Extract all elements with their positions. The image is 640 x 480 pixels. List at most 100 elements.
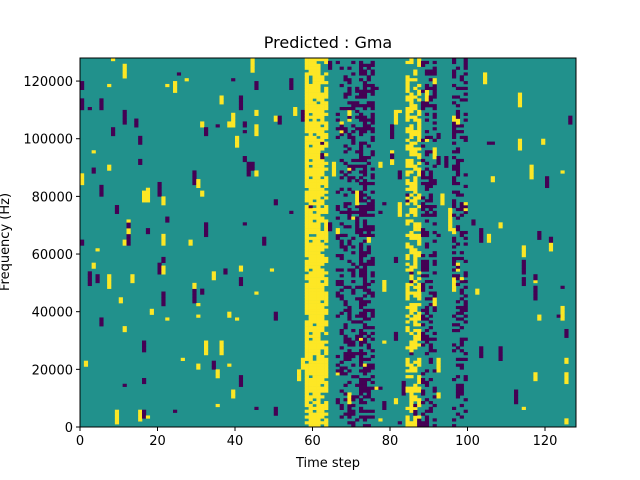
heatmap-cell	[238, 375, 244, 379]
heatmap-cell	[304, 300, 309, 304]
heatmap-cell	[405, 305, 410, 310]
heatmap-cell	[91, 170, 96, 174]
heatmap-cell	[409, 352, 414, 356]
heatmap-cell	[312, 63, 317, 67]
heatmap-cell	[320, 190, 325, 194]
heatmap-cell	[308, 346, 313, 350]
heatmap-cell	[424, 60, 430, 65]
heatmap-cell	[316, 164, 321, 168]
heatmap-cell	[560, 314, 565, 318]
heatmap-cell	[362, 401, 368, 405]
heatmap-cell	[417, 236, 422, 240]
heatmap-cell	[424, 184, 430, 189]
heatmap-cell	[432, 60, 437, 65]
heatmap-cell	[289, 83, 294, 88]
heatmap-cell	[308, 92, 313, 96]
heatmap-cell	[452, 418, 457, 422]
heatmap-cell	[91, 262, 96, 266]
heatmap-cell	[424, 245, 430, 249]
heatmap-cell	[308, 421, 313, 425]
heatmap-cell	[312, 262, 317, 266]
heatmap-cell	[316, 288, 321, 292]
heatmap-cell	[343, 354, 348, 359]
heatmap-cell	[405, 86, 410, 91]
heatmap-cell	[107, 285, 112, 289]
heatmap-cell	[413, 328, 418, 333]
heatmap-cell	[351, 190, 356, 194]
heatmap-cell	[448, 213, 453, 217]
heatmap-cell	[339, 282, 344, 287]
heatmap-cell	[312, 271, 317, 275]
heatmap-cell	[355, 104, 360, 108]
heatmap-cell	[359, 259, 364, 263]
heatmap-cell	[417, 118, 422, 122]
heatmap-cell	[533, 294, 538, 298]
heatmap-cell	[312, 127, 317, 131]
heatmap-cell	[362, 156, 368, 160]
heatmap-cell	[351, 245, 356, 249]
heatmap-cell	[366, 386, 371, 390]
heatmap-cell	[161, 199, 166, 203]
heatmap-cell	[126, 233, 131, 238]
heatmap-cell	[359, 409, 364, 413]
heatmap-cell	[304, 377, 309, 382]
heatmap-cell	[316, 89, 321, 93]
heatmap-cell	[366, 392, 371, 396]
heatmap-cell	[351, 135, 356, 140]
heatmap-cell	[238, 104, 244, 108]
heatmap-cell	[370, 86, 375, 91]
heatmap-cell	[428, 72, 433, 76]
heatmap-cell	[347, 317, 352, 321]
heatmap-cell	[320, 173, 325, 177]
heatmap-cell	[254, 83, 259, 88]
heatmap-cell	[421, 213, 426, 217]
heatmap-cell	[91, 150, 96, 154]
heatmap-cell	[196, 314, 201, 318]
heatmap-cell	[304, 320, 309, 324]
heatmap-cell	[246, 164, 251, 168]
heatmap-cell	[211, 360, 216, 364]
heatmap-cell	[312, 81, 317, 85]
heatmap-cell	[459, 98, 464, 102]
heatmap-cell	[304, 158, 309, 163]
heatmap-cell	[324, 181, 329, 186]
heatmap-cell	[312, 216, 317, 220]
heatmap-cell	[312, 340, 317, 344]
heatmap-cell	[351, 158, 356, 163]
heatmap-cell	[560, 305, 565, 310]
heatmap-cell	[362, 167, 368, 171]
heatmap-cell	[312, 380, 317, 385]
heatmap-cell	[335, 354, 340, 359]
heatmap-cell	[308, 369, 313, 373]
heatmap-cell	[324, 331, 329, 336]
heatmap-cell	[409, 104, 414, 108]
heatmap-cell	[316, 176, 321, 180]
heatmap-cell	[200, 291, 205, 295]
heatmap-cell	[223, 271, 228, 275]
heatmap-cell	[413, 86, 418, 91]
heatmap-cell	[424, 69, 430, 73]
heatmap-cell	[308, 274, 313, 278]
heatmap-cell	[254, 124, 259, 128]
heatmap-cell	[459, 340, 464, 344]
heatmap-cell	[463, 205, 468, 209]
heatmap-cell	[157, 187, 162, 191]
heatmap-cell	[362, 326, 368, 330]
heatmap-cell	[324, 380, 329, 385]
heatmap-cell	[312, 78, 317, 82]
heatmap-cell	[339, 242, 344, 246]
heatmap-cell	[173, 409, 178, 413]
heatmap-cell	[176, 72, 182, 76]
heatmap-cell	[413, 259, 418, 263]
heatmap-cell	[347, 81, 352, 85]
heatmap-cell	[312, 256, 317, 261]
heatmap-cell	[355, 199, 360, 203]
heatmap-cell	[347, 109, 352, 114]
heatmap-cell	[455, 242, 461, 246]
heatmap-cell	[235, 138, 240, 142]
heatmap-cell	[366, 156, 371, 160]
heatmap-cell	[304, 282, 309, 287]
heatmap-cell	[324, 124, 329, 128]
heatmap-cell	[421, 233, 426, 238]
heatmap-cell	[254, 112, 259, 116]
